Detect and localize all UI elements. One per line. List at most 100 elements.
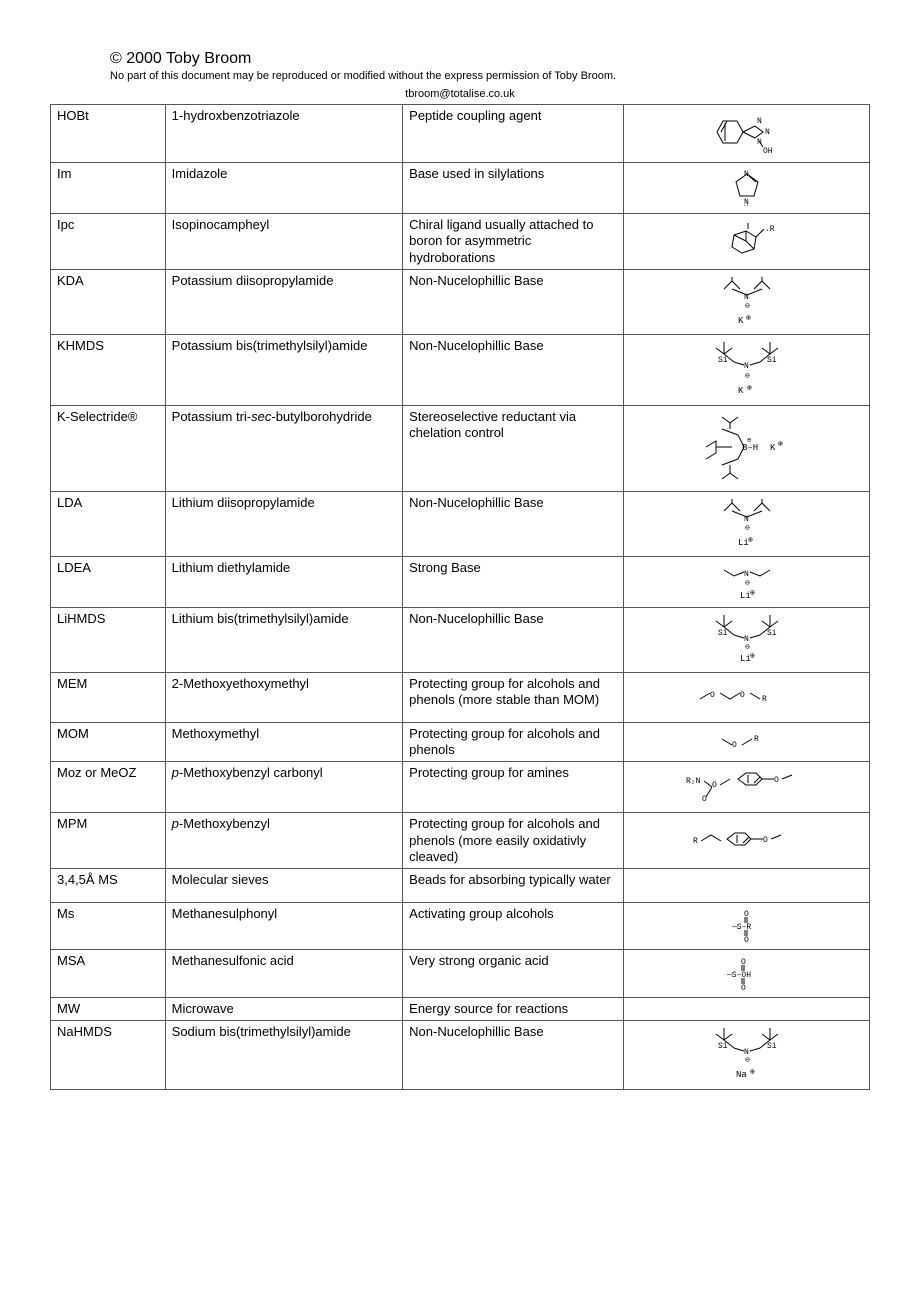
cell-use: Protecting group for alcohols and phenol… (403, 813, 624, 869)
svg-text:Si: Si (718, 1042, 728, 1051)
svg-text:⊕: ⊕ (750, 1068, 755, 1077)
cell-structure: O—S–OHO (624, 950, 870, 998)
cell-use: Non-Nucelophillic Base (403, 269, 624, 334)
svg-text:OH: OH (763, 147, 773, 155)
cell-use: Protecting group for amines (403, 762, 624, 813)
table-row: ImImidazoleBase used in silylationsNNH (51, 163, 870, 214)
cell-name: p-Methoxybenzyl carbonyl (165, 762, 403, 813)
svg-text:K: K (738, 386, 744, 396)
svg-text:R₂N: R₂N (686, 777, 701, 786)
table-row: LDALithium diisopropylamideNon-Nucelophi… (51, 491, 870, 556)
table-row: Moz or MeOZp-Methoxybenzyl carbonylProte… (51, 762, 870, 813)
cell-name: Lithium bis(trimethylsilyl)amide (165, 607, 403, 672)
cell-name: Potassium tri-sec-butylborohydride (165, 405, 403, 491)
svg-text:⊕: ⊕ (750, 589, 755, 598)
table-row: K-Selectride®Potassium tri-sec-butylboro… (51, 405, 870, 491)
cell-use: Protecting group for alcohols and phenol… (403, 672, 624, 722)
cell-structure: O—S–RO (624, 903, 870, 950)
svg-text:O: O (702, 795, 707, 804)
cell-abbrev: LiHMDS (51, 607, 166, 672)
cell-abbrev: KHMDS (51, 334, 166, 405)
cell-structure: RO (624, 813, 870, 869)
cell-structure (624, 998, 870, 1021)
cell-name: Potassium diisopropylamide (165, 269, 403, 334)
cell-use: Peptide coupling agent (403, 105, 624, 163)
svg-text:⊖: ⊖ (745, 579, 750, 588)
cell-abbrev: MW (51, 998, 166, 1021)
svg-text:O: O (732, 741, 737, 749)
cell-abbrev: NaHMDS (51, 1021, 166, 1090)
cell-name: Isopinocampheyl (165, 214, 403, 270)
table-row: HOBt1-hydroxbenzotriazolePeptide couplin… (51, 105, 870, 163)
svg-text:⊖: ⊖ (747, 437, 751, 445)
table-row: IpcIsopinocampheylChiral ligand usually … (51, 214, 870, 270)
cell-name: Methanesulphonyl (165, 903, 403, 950)
cell-structure: OOR (624, 672, 870, 722)
cell-use: Stereoselective reductant via chelation … (403, 405, 624, 491)
svg-text:H: H (744, 205, 748, 206)
svg-text:Na: Na (736, 1070, 747, 1080)
cell-use: Strong Base (403, 556, 624, 607)
table-row: KHMDSPotassium bis(trimethylsilyl)amideN… (51, 334, 870, 405)
cell-use: Non-Nucelophillic Base (403, 334, 624, 405)
cell-structure: SiSiN⊖Li⊕ (624, 607, 870, 672)
cell-abbrev: Ipc (51, 214, 166, 270)
document-header: © 2000 Toby Broom No part of this docume… (110, 50, 870, 82)
cell-structure: N⊖Li⊕ (624, 556, 870, 607)
disclaimer-line: No part of this document may be reproduc… (110, 70, 870, 82)
svg-text:N: N (744, 293, 749, 302)
cell-structure: B–H⊖K⊕ (624, 405, 870, 491)
cell-structure: NNH (624, 163, 870, 214)
svg-text:O: O (740, 691, 745, 700)
cell-structure: .R (624, 214, 870, 270)
svg-text:N: N (744, 170, 749, 179)
cell-use: Non-Nucelophillic Base (403, 1021, 624, 1090)
table-row: NaHMDSSodium bis(trimethylsilyl)amideNon… (51, 1021, 870, 1090)
cell-structure: N⊖Li⊕ (624, 491, 870, 556)
cell-name: Molecular sieves (165, 869, 403, 903)
svg-text:K: K (770, 443, 776, 453)
cell-abbrev: K-Selectride® (51, 405, 166, 491)
svg-text:R: R (762, 695, 767, 704)
svg-text:Si: Si (767, 356, 777, 365)
cell-abbrev: LDEA (51, 556, 166, 607)
svg-text:⊖: ⊖ (745, 302, 750, 311)
table-row: MPMp-MethoxybenzylProtecting group for a… (51, 813, 870, 869)
cell-use: Non-Nucelophillic Base (403, 491, 624, 556)
table-row: MOMMethoxymethylProtecting group for alc… (51, 722, 870, 762)
table-row: KDAPotassium diisopropylamideNon-Nucelop… (51, 269, 870, 334)
cell-abbrev: LDA (51, 491, 166, 556)
cell-structure: R₂NOOO (624, 762, 870, 813)
cell-name: Imidazole (165, 163, 403, 214)
cell-abbrev: Im (51, 163, 166, 214)
svg-text:O: O (741, 984, 746, 990)
cell-abbrev: HOBt (51, 105, 166, 163)
cell-name: 2-Methoxyethoxymethyl (165, 672, 403, 722)
svg-text:⊕: ⊕ (746, 314, 751, 323)
cell-use: Protecting group for alcohols and phenol… (403, 722, 624, 762)
cell-name: Lithium diisopropylamide (165, 491, 403, 556)
cell-use: Chiral ligand usually attached to boron … (403, 214, 624, 270)
cell-name: Methoxymethyl (165, 722, 403, 762)
table-row: MSAMethanesulfonic acidVery strong organ… (51, 950, 870, 998)
svg-text:⊖: ⊖ (745, 1056, 750, 1065)
svg-text:R: R (693, 837, 698, 846)
cell-structure: OR (624, 722, 870, 762)
cell-name: Potassium bis(trimethylsilyl)amide (165, 334, 403, 405)
svg-text:⊖: ⊖ (745, 643, 750, 652)
contact-email: tbroom@totalise.co.uk (50, 88, 870, 100)
svg-text:O: O (744, 936, 749, 942)
svg-text:N: N (744, 570, 749, 579)
svg-text:Si: Si (718, 629, 728, 638)
cell-use: Non-Nucelophillic Base (403, 607, 624, 672)
cell-structure (624, 869, 870, 903)
svg-text:Si: Si (767, 1042, 777, 1051)
cell-structure: N⊖K⊕ (624, 269, 870, 334)
cell-name: Lithium diethylamide (165, 556, 403, 607)
svg-text:⊖: ⊖ (745, 372, 750, 381)
abbreviation-table: HOBt1-hydroxbenzotriazolePeptide couplin… (50, 104, 870, 1090)
cell-structure: SiSiN⊖Na⊕ (624, 1021, 870, 1090)
svg-text:—S–R: —S–R (731, 923, 751, 932)
svg-text:.R: .R (765, 225, 775, 234)
cell-abbrev: Moz or MeOZ (51, 762, 166, 813)
